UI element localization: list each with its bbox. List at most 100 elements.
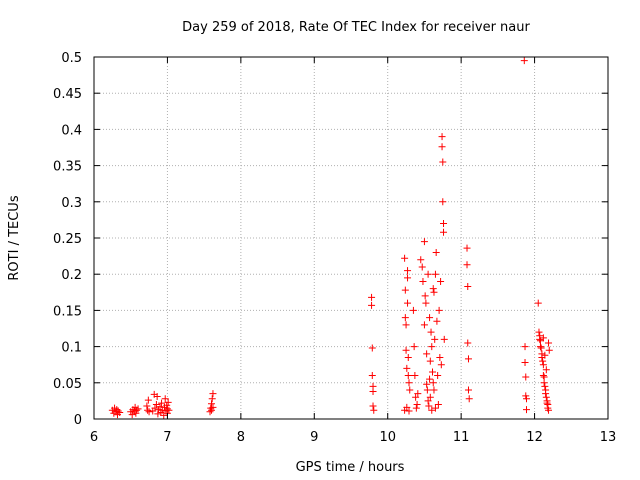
data-point — [368, 301, 376, 309]
data-point — [163, 401, 171, 409]
data-point — [464, 283, 472, 291]
data-point — [440, 228, 448, 236]
data-point — [411, 372, 419, 380]
data-point — [427, 328, 435, 336]
data-point — [404, 299, 412, 307]
data-point — [206, 408, 214, 416]
data-point — [207, 406, 215, 414]
data-point — [370, 406, 378, 414]
x-tick-label: 6 — [90, 430, 98, 445]
data-point — [404, 353, 412, 361]
data-point — [429, 285, 437, 293]
data-point — [426, 314, 434, 322]
data-point — [434, 372, 442, 380]
data-point — [464, 386, 472, 394]
data-point — [545, 339, 553, 347]
data-point — [434, 401, 442, 409]
data-point — [537, 344, 545, 352]
data-point — [542, 393, 550, 401]
axis-ticks: 6 7 8 9 10 11 12 13 0 0.05 0.1 0.15 0.2 0.25 0.3 0.35 0.… — [53, 51, 616, 445]
data-point — [401, 314, 409, 322]
data-point — [368, 293, 376, 301]
y-tick-label: 0.5 — [61, 51, 82, 66]
data-point — [545, 406, 553, 414]
data-points — [108, 57, 553, 419]
data-point — [522, 406, 530, 414]
data-point — [464, 355, 472, 363]
data-point — [144, 396, 152, 404]
data-point — [436, 353, 444, 361]
y-tick-label: 0.15 — [53, 304, 82, 319]
data-point — [406, 386, 414, 394]
data-point — [464, 339, 472, 347]
data-point — [410, 343, 418, 351]
data-point — [430, 386, 438, 394]
x-tick-label: 9 — [310, 430, 318, 445]
data-point — [368, 344, 376, 352]
data-point — [424, 270, 432, 278]
data-point — [426, 375, 434, 383]
data-point — [209, 403, 217, 411]
data-point — [437, 277, 445, 285]
data-point — [423, 350, 431, 358]
y-tick-label: 0 — [74, 413, 82, 428]
data-point — [161, 395, 169, 403]
y-tick-label: 0.35 — [53, 160, 82, 175]
data-point — [536, 335, 544, 343]
data-point — [431, 404, 439, 412]
data-point — [520, 57, 528, 65]
data-point — [463, 244, 471, 252]
data-point — [368, 372, 376, 380]
data-point — [465, 395, 473, 403]
y-tick-label: 0.25 — [53, 232, 82, 247]
data-point — [429, 379, 437, 387]
data-point — [409, 306, 417, 314]
data-point — [521, 343, 529, 351]
data-point — [438, 133, 446, 141]
data-point — [113, 406, 121, 414]
data-point — [426, 393, 434, 401]
data-point — [522, 373, 530, 381]
data-point — [153, 393, 161, 401]
data-point — [404, 274, 412, 282]
data-point — [145, 408, 153, 416]
data-point — [539, 334, 547, 342]
data-point — [545, 346, 553, 354]
data-point — [403, 403, 411, 411]
data-point — [419, 277, 427, 285]
data-point — [423, 386, 431, 394]
data-point — [402, 321, 410, 329]
data-point — [165, 406, 173, 414]
data-point — [521, 359, 529, 367]
data-point — [418, 263, 426, 271]
data-point — [156, 403, 164, 411]
data-point — [422, 299, 430, 307]
x-tick-label: 10 — [379, 430, 396, 445]
data-point — [423, 380, 431, 388]
data-point — [401, 254, 409, 262]
data-point — [539, 357, 547, 365]
data-point — [405, 407, 413, 415]
data-point — [134, 405, 142, 413]
y-tick-label: 0.3 — [61, 196, 82, 211]
plot-frame — [93, 56, 609, 420]
data-point — [540, 379, 548, 387]
data-point — [429, 368, 437, 376]
data-point — [543, 399, 551, 407]
y-tick-label: 0.1 — [61, 341, 82, 356]
data-point — [404, 267, 412, 275]
x-tick-label: 7 — [163, 430, 171, 445]
data-point — [431, 270, 439, 278]
data-point — [403, 364, 411, 372]
data-point — [164, 398, 172, 406]
data-point — [114, 407, 122, 415]
data-point — [158, 399, 166, 407]
data-point — [404, 372, 412, 380]
x-tick-label: 11 — [453, 430, 470, 445]
data-point — [539, 361, 547, 369]
data-point — [420, 321, 428, 329]
x-tick-label: 8 — [237, 430, 245, 445]
data-point — [440, 335, 448, 343]
data-point — [435, 306, 443, 314]
